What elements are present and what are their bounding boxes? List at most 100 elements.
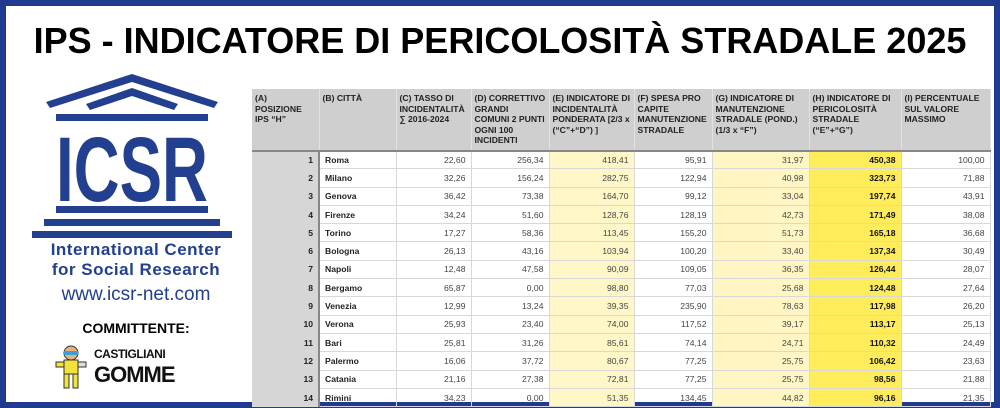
- cell-maintenance-indicator: 33,04: [712, 187, 810, 206]
- cell-big-city-correction: 31,26: [471, 333, 550, 353]
- cell-danger-indicator: 96,16: [809, 388, 902, 408]
- cell-weighted-accident-indicator: 74,00: [549, 315, 635, 334]
- cell-big-city-correction: 23,40: [471, 315, 550, 334]
- cell-position: 4: [252, 205, 320, 225]
- table-row: 9 Venezia 12,99 13,24 39,35 235,90 78,63 117,98…: [252, 296, 991, 316]
- cell-maintenance-indicator: 36,35: [712, 260, 810, 280]
- cell-weighted-accident-indicator: 113,45: [549, 223, 635, 243]
- cell-position: 7: [252, 260, 320, 280]
- table-row: 8 Bergamo 65,87 0,00 98,80 77,03 25,68 124,48 27…: [252, 278, 991, 298]
- cell-position: 6: [252, 241, 320, 261]
- cell-maintenance-indicator: 25,75: [712, 351, 810, 371]
- cell-weighted-accident-indicator: 418,41: [549, 150, 635, 170]
- cell-position: 5: [252, 223, 320, 243]
- cell-danger-indicator: 126,44: [809, 260, 902, 280]
- cell-danger-indicator: 110,32: [809, 333, 902, 353]
- header-accident-rate: (C) TASSO DI INCIDENTALITÀ ∑ 2016-2024: [396, 89, 472, 152]
- cell-accident-rate: 34,23: [396, 388, 472, 408]
- cell-big-city-correction: 51,60: [471, 205, 550, 225]
- cell-maintenance-indicator: 78,63: [712, 296, 810, 316]
- cell-percent-of-max: 71,88: [901, 168, 991, 188]
- cell-accident-rate: 16,06: [396, 351, 472, 371]
- cell-weighted-accident-indicator: 85,61: [549, 333, 635, 353]
- cell-city: Bologna: [319, 241, 397, 261]
- table-row: 10 Verona 25,93 23,40 74,00 117,52 39,17 113,17…: [252, 315, 991, 334]
- cell-maintenance-indicator: 25,75: [712, 370, 810, 389]
- cell-danger-indicator: 124,48: [809, 278, 902, 298]
- cell-accident-rate: 22,60: [396, 150, 472, 170]
- cell-percent-of-max: 27,64: [901, 278, 991, 298]
- table-row: 13 Catania 21,16 27,38 72,81 77,25 25,75 98,56 2…: [252, 370, 991, 389]
- mascot-icon: [55, 345, 87, 389]
- cell-danger-indicator: 98,56: [809, 370, 902, 389]
- table-row: 1 Roma 22,60 256,34 418,41 95,91 31,97 450,38 10…: [252, 150, 991, 170]
- cell-weighted-accident-indicator: 72,81: [549, 370, 635, 389]
- cell-maintenance-spending: 128,19: [634, 205, 713, 225]
- website-link[interactable]: www.icsr-net.com: [61, 284, 211, 305]
- cell-weighted-accident-indicator: 90,09: [549, 260, 635, 280]
- cell-danger-indicator: 137,34: [809, 241, 902, 261]
- cell-position: 11: [252, 333, 320, 353]
- cell-accident-rate: 25,81: [396, 333, 472, 353]
- cell-city: Rimini: [319, 388, 397, 408]
- cell-maintenance-indicator: 33,40: [712, 241, 810, 261]
- cell-percent-of-max: 25,13: [901, 315, 991, 334]
- cell-city: Palermo: [319, 351, 397, 371]
- cell-weighted-accident-indicator: 282,75: [549, 168, 635, 188]
- cell-maintenance-spending: 77,03: [634, 278, 713, 298]
- cell-city: Catania: [319, 370, 397, 389]
- cell-maintenance-indicator: 42,73: [712, 205, 810, 225]
- cell-maintenance-spending: 77,25: [634, 351, 713, 371]
- org-line2: for Social Research: [51, 260, 221, 279]
- cell-position: 12: [252, 351, 320, 371]
- cell-maintenance-spending: 77,25: [634, 370, 713, 389]
- icsr-logo: ICSR: [18, 74, 246, 240]
- cell-position: 9: [252, 296, 320, 316]
- table-row: 3 Genova 36,42 73,38 164,70 99,12 33,04 197,74 4…: [252, 187, 991, 206]
- cell-big-city-correction: 256,34: [471, 150, 550, 170]
- cell-accident-rate: 34,24: [396, 205, 472, 225]
- cell-weighted-accident-indicator: 103,94: [549, 241, 635, 261]
- cell-accident-rate: 12,48: [396, 260, 472, 280]
- cell-big-city-correction: 58,36: [471, 223, 550, 243]
- table-row: 11 Bari 25,81 31,26 85,61 74,14 24,71 110,32 24,…: [252, 333, 991, 353]
- org-name: International Center for Social Research: [26, 240, 246, 280]
- cell-maintenance-indicator: 24,71: [712, 333, 810, 353]
- header-row: (A) POSIZIONE IPS “H” (B) CITTÀ (C) TASSO …: [252, 89, 991, 152]
- cell-city: Venezia: [319, 296, 397, 316]
- cell-city: Torino: [319, 223, 397, 243]
- sponsor-name-line1: CASTIGLIANI: [94, 347, 166, 361]
- table-row: 4 Firenze 34,24 51,60 128,76 128,19 42,73 171,4…: [252, 205, 991, 225]
- cell-maintenance-indicator: 39,17: [712, 315, 810, 334]
- cell-maintenance-spending: 74,14: [634, 333, 713, 353]
- table-row: 12 Palermo 16,06 37,72 80,67 77,25 25,75 106,42…: [252, 351, 991, 371]
- cell-city: Milano: [319, 168, 397, 188]
- cell-danger-indicator: 323,73: [809, 168, 902, 188]
- cell-weighted-accident-indicator: 164,70: [549, 187, 635, 206]
- cell-percent-of-max: 30,49: [901, 241, 991, 261]
- cell-maintenance-indicator: 44,82: [712, 388, 810, 408]
- cell-maintenance-spending: 109,05: [634, 260, 713, 280]
- header-maintenance-indicator: (G) INDICATORE DI MANUTENZIONE STRADALE …: [712, 89, 810, 152]
- page-title: IPS - INDICATORE DI PERICOLOSITÀ STRADAL…: [33, 20, 967, 61]
- table-row: 5 Torino 17,27 58,36 113,45 155,20 51,73 165,18…: [252, 223, 991, 243]
- cell-danger-indicator: 106,42: [809, 351, 902, 371]
- cell-percent-of-max: 36,68: [901, 223, 991, 243]
- cell-weighted-accident-indicator: 39,35: [549, 296, 635, 316]
- cell-big-city-correction: 73,38: [471, 187, 550, 206]
- cell-danger-indicator: 171,49: [809, 205, 902, 225]
- header-position: (A) POSIZIONE IPS “H”: [252, 89, 320, 152]
- cell-city: Bari: [319, 333, 397, 353]
- cell-big-city-correction: 156,24: [471, 168, 550, 188]
- cell-maintenance-indicator: 31,97: [712, 150, 810, 170]
- cell-position: 2: [252, 168, 320, 188]
- sponsor-logo: CASTIGLIANI GOMME: [54, 344, 176, 390]
- cell-accident-rate: 12,99: [396, 296, 472, 316]
- table-row: 14 Rimini 34,23 0,00 51,35 134,45 44,82 96,16 21…: [252, 388, 991, 408]
- cell-percent-of-max: 21,88: [901, 370, 991, 389]
- cell-maintenance-spending: 95,91: [634, 150, 713, 170]
- cell-weighted-accident-indicator: 80,67: [549, 351, 635, 371]
- cell-percent-of-max: 26,20: [901, 296, 991, 316]
- cell-big-city-correction: 37,72: [471, 351, 550, 371]
